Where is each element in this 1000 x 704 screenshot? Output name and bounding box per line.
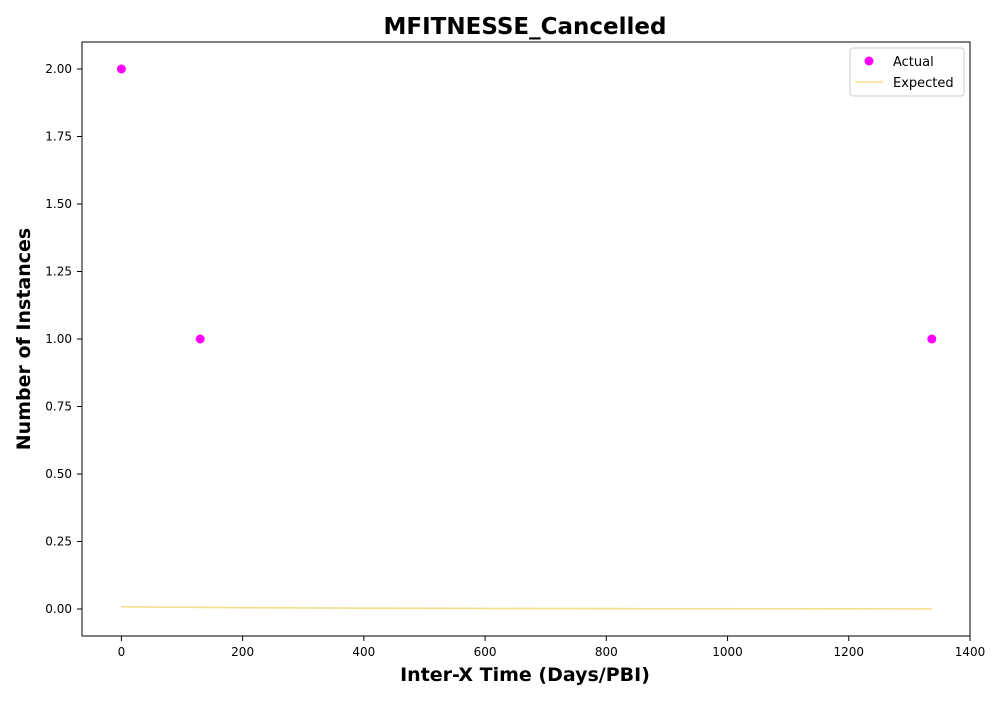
y-tick-label: 0.75	[45, 400, 72, 414]
y-tick-label: 1.50	[45, 197, 72, 211]
x-tick-label: 1000	[712, 645, 743, 659]
actual-data-point	[116, 64, 126, 74]
actual-data-point	[927, 334, 937, 344]
legend-label: Actual	[893, 55, 934, 70]
y-tick-label: 0.50	[45, 467, 72, 481]
x-tick-label: 1400	[955, 645, 986, 659]
x-tick-label: 800	[595, 645, 618, 659]
y-tick-label: 1.00	[45, 332, 72, 346]
y-tick-label: 0.00	[45, 602, 72, 616]
y-axis-title: Number of Instances	[13, 228, 35, 450]
x-axis-title: Inter-X Time (Days/PBI)	[400, 664, 650, 686]
plot-frame	[81, 41, 971, 637]
plot-area: 0 200 400 600 800 1000 1200 1400 0.00 0.25 0.50 0.7…	[45, 41, 986, 659]
y-tick-label: 2.00	[45, 62, 72, 76]
expected-series-line	[121, 606, 932, 610]
x-tick-label: 200	[231, 645, 254, 659]
x-tick-label: 1200	[833, 645, 864, 659]
x-tick-label: 600	[474, 645, 497, 659]
x-tick-label: 400	[352, 645, 375, 659]
y-tick-label: 1.75	[45, 130, 72, 144]
y-tick-label: 0.25	[45, 535, 72, 549]
legend-label: Expected	[893, 76, 954, 91]
legend: Actual Expected	[849, 47, 965, 97]
legend-box	[849, 47, 965, 97]
y-tick-label: 1.25	[45, 265, 72, 279]
actual-data-point	[195, 334, 205, 344]
x-tick-label: 0	[118, 645, 126, 659]
chart-title: MFITNESSE_Cancelled	[384, 14, 667, 40]
legend-marker-swatch	[864, 56, 874, 66]
